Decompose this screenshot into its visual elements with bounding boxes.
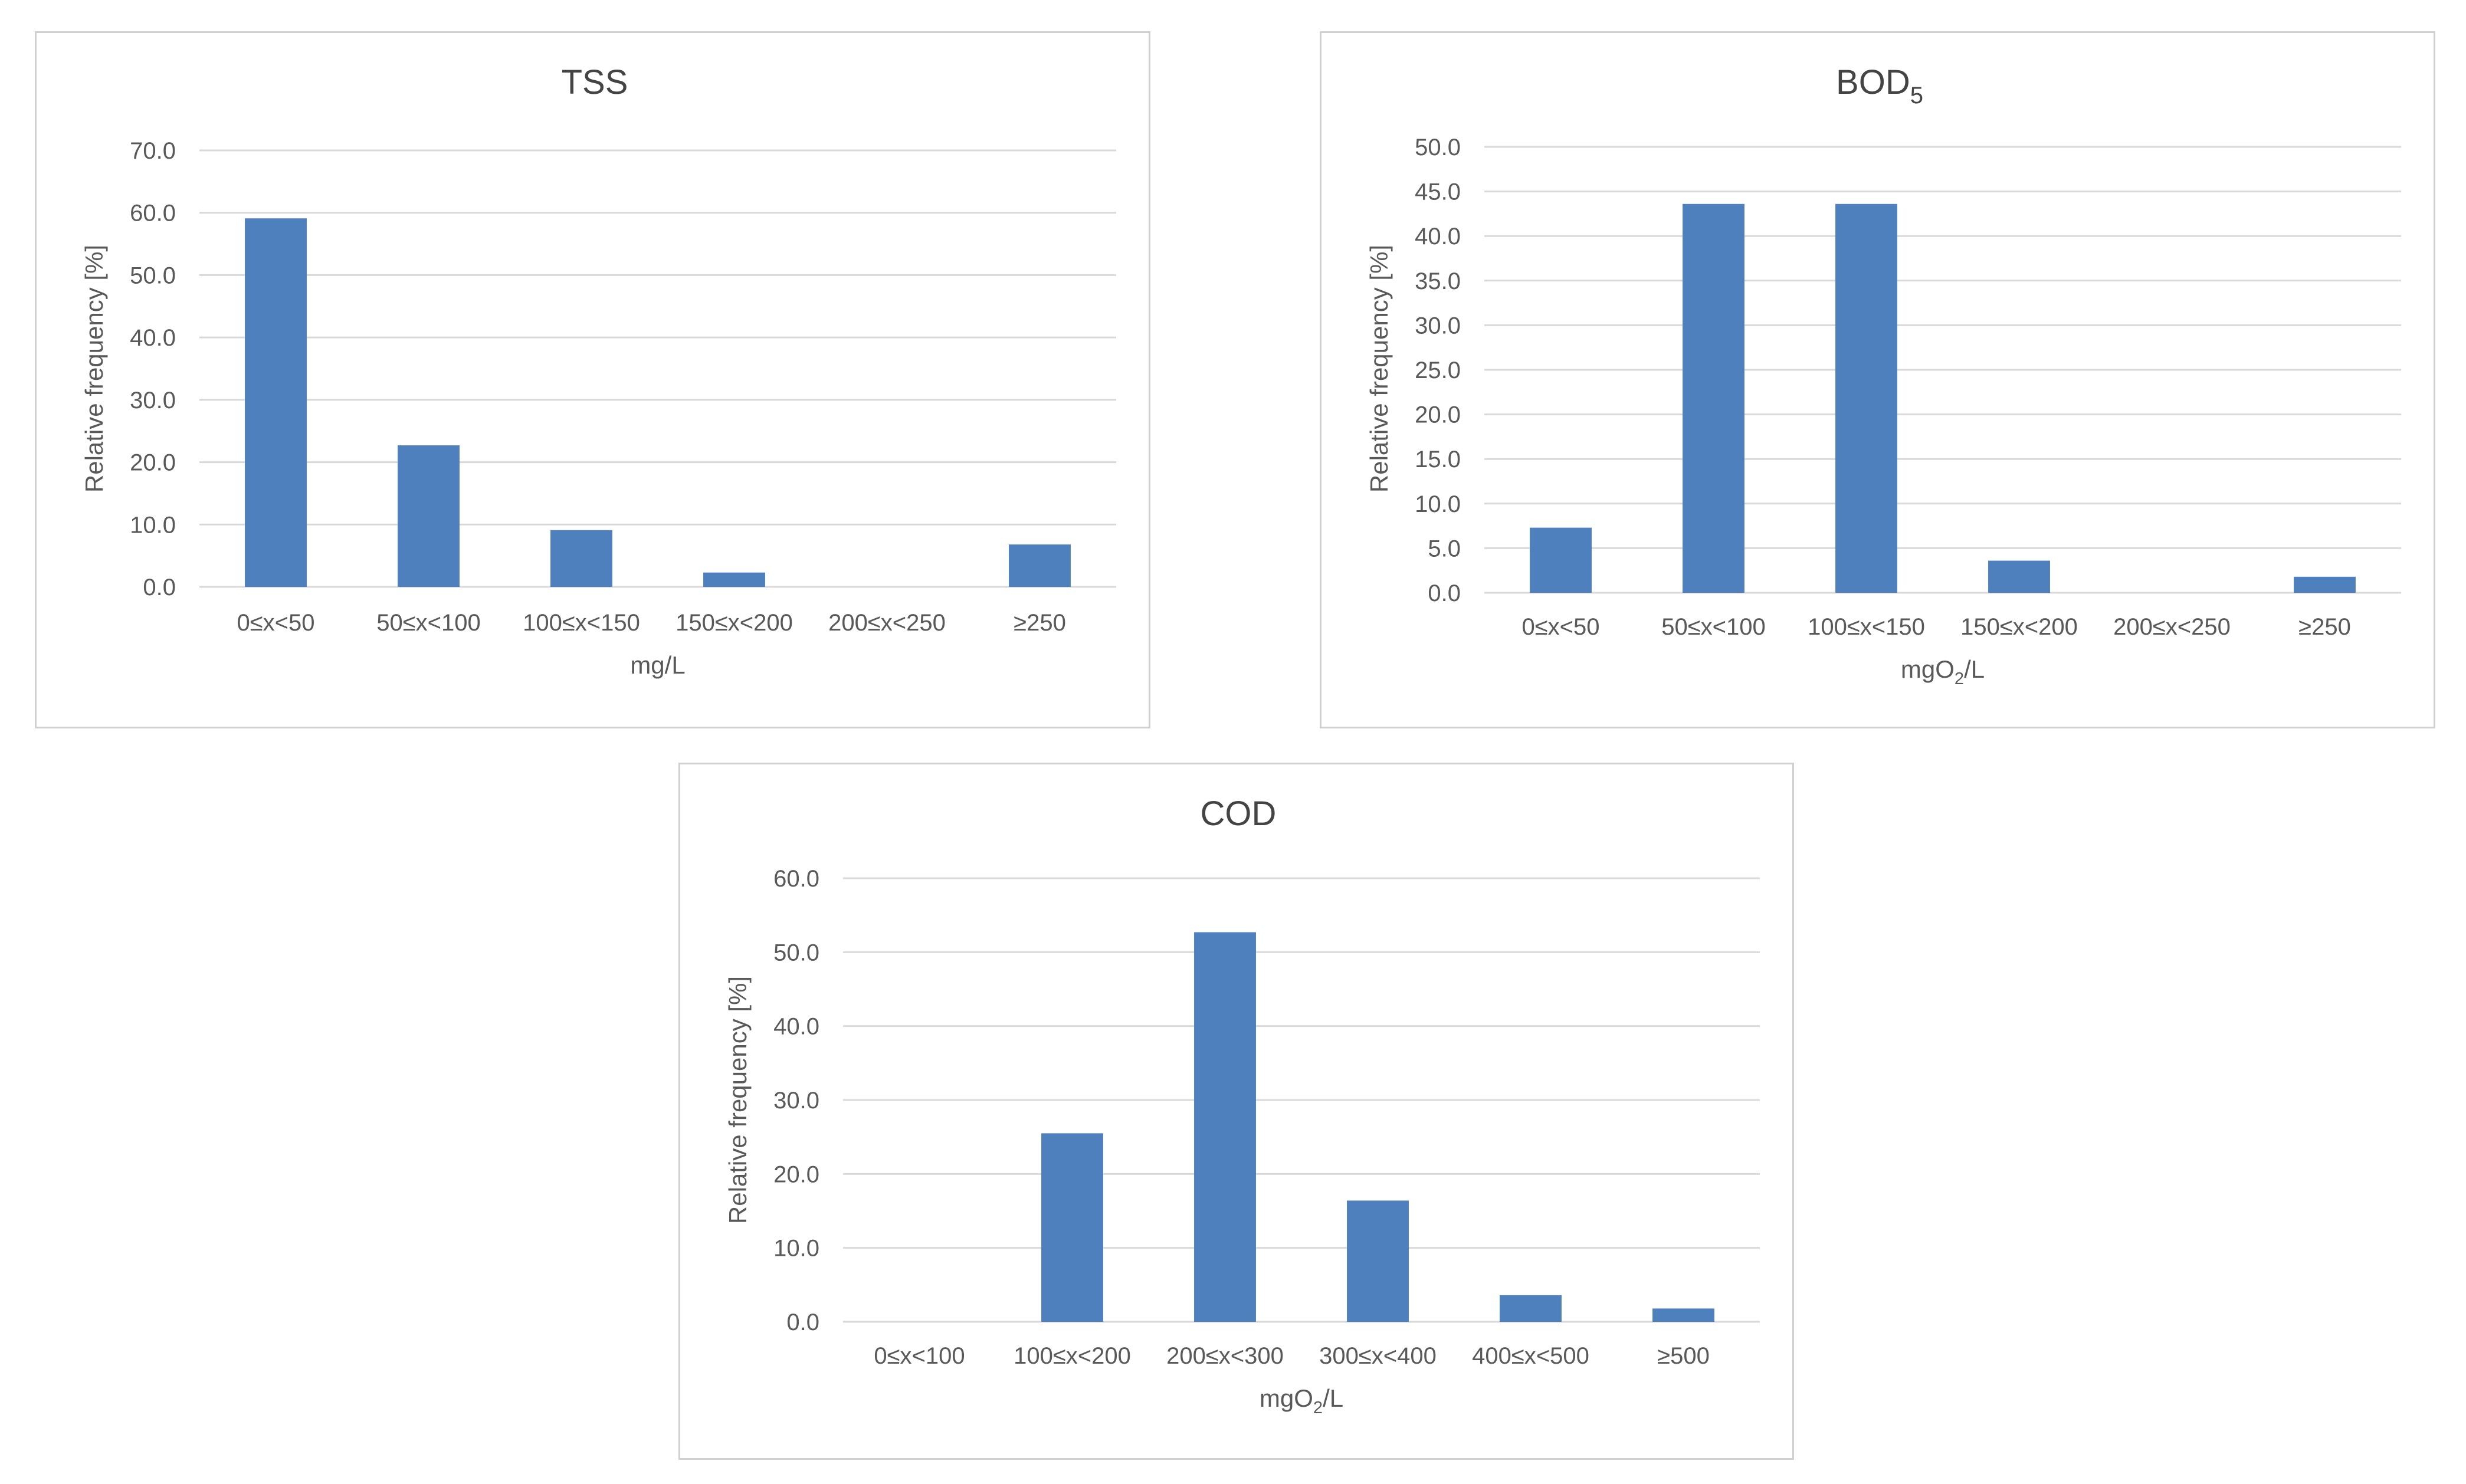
cod-y-tick-label: 20.0 (773, 1161, 819, 1187)
cod-y-tick-label: 40.0 (773, 1014, 819, 1040)
tss-chart-svg: TSS 0.0 10.0 20.0 30.0 40.0 50.0 60.0 70.0 0≤x<50… (80, 63, 1116, 679)
tss-category-label: ≥250 (1014, 610, 1066, 636)
cod-bar (1500, 1295, 1562, 1322)
bod5-category-label: 50≤x<100 (1661, 614, 1766, 640)
bod5-chart-title: BOD5 (1836, 63, 1923, 109)
bod5-category-label: 0≤x<50 (1521, 614, 1599, 640)
bod5-y-tick-label: 50.0 (1415, 134, 1461, 160)
tss-chart-title: TSS (562, 63, 628, 101)
bod5-y-tick-label: 15.0 (1415, 446, 1461, 472)
tss-category-label: 50≤x<100 (376, 610, 481, 636)
cod-category-label: 400≤x<500 (1472, 1343, 1589, 1369)
bod5-chart-svg: BOD5 0.0 5.0 10.0 15.0 20.0 25.0 30.0 35.0 40.0 45… (1365, 63, 2401, 688)
cod-category-label: ≥500 (1657, 1343, 1710, 1369)
bod5-category-label: ≥250 (2298, 614, 2351, 640)
tss-bar (1009, 544, 1071, 587)
tss-bar (550, 530, 612, 587)
cod-chart-title: COD (1201, 794, 1277, 833)
cod-x-axis-label: mgO2/L (1260, 1384, 1343, 1417)
tss-y-tick-label: 20.0 (130, 450, 176, 476)
bod5-y-tick-label: 30.0 (1415, 313, 1461, 339)
tss-bar (398, 445, 460, 587)
bod5-y-tick-label: 40.0 (1415, 224, 1461, 249)
bod5-category-label: 100≤x<150 (1808, 614, 1925, 640)
bod5-y-axis-label: Relative frequency [%] (1365, 245, 1393, 493)
cod-category-label: 0≤x<100 (874, 1343, 965, 1369)
bod5-bar (1835, 203, 1897, 593)
cod-bar (1347, 1200, 1409, 1322)
bod5-bar (2294, 576, 2356, 593)
bod5-y-tick-label: 25.0 (1415, 357, 1461, 383)
bod5-bar (1530, 527, 1592, 593)
tss-category-label: 100≤x<150 (523, 610, 640, 636)
bod5-bar (1988, 560, 2050, 593)
tss-y-tick-label: 30.0 (130, 388, 176, 413)
cod-category-label: 300≤x<400 (1319, 1343, 1437, 1369)
tss-y-tick-label: 10.0 (130, 512, 176, 538)
cod-chart-svg: COD 0.0 10.0 20.0 30.0 40.0 50.0 60.0 0≤x<100 100… (724, 794, 1760, 1417)
bod5-x-axis-label: mgO2/L (1901, 655, 1985, 688)
tss-bar (703, 572, 765, 587)
cod-chart-panel: COD 0.0 10.0 20.0 30.0 40.0 50.0 60.0 0≤x<100 100… (678, 763, 1794, 1460)
cod-y-tick-label: 10.0 (773, 1236, 819, 1262)
tss-bar (245, 218, 307, 587)
tss-y-tick-label: 70.0 (130, 138, 176, 164)
cod-y-tick-label: 50.0 (773, 940, 819, 966)
bod5-y-tick-label: 5.0 (1428, 536, 1461, 562)
cod-y-tick-label: 60.0 (773, 866, 819, 892)
bod5-y-tick-label: 0.0 (1428, 580, 1461, 606)
bod5-y-tick-label: 20.0 (1415, 402, 1461, 428)
tss-x-axis-label: mg/L (630, 651, 685, 679)
cod-bar (1652, 1308, 1714, 1322)
tss-y-tick-label: 0.0 (143, 574, 176, 600)
cod-bar (1194, 932, 1256, 1322)
bod5-chart-panel: BOD5 0.0 5.0 10.0 15.0 20.0 25.0 30.0 35.0 40.0 45… (1320, 31, 2435, 728)
tss-category-label: 150≤x<200 (675, 610, 793, 636)
bod5-y-tick-label: 10.0 (1415, 491, 1461, 517)
bod5-y-tick-label: 35.0 (1415, 268, 1461, 294)
tss-y-tick-label: 40.0 (130, 325, 176, 351)
cod-bar (1041, 1133, 1103, 1322)
tss-y-tick-label: 60.0 (130, 201, 176, 226)
tss-chart-panel: TSS 0.0 10.0 20.0 30.0 40.0 50.0 60.0 70.0 0≤x<50… (35, 31, 1150, 728)
tss-y-axis-label: Relative frequency [%] (80, 245, 108, 493)
cod-y-tick-label: 0.0 (786, 1309, 819, 1335)
cod-y-tick-label: 30.0 (773, 1088, 819, 1114)
tss-category-label: 200≤x<250 (828, 610, 946, 636)
bod5-category-label: 150≤x<200 (1960, 614, 2078, 640)
cod-category-label: 100≤x<200 (1014, 1343, 1131, 1369)
tss-category-label: 0≤x<50 (237, 610, 314, 636)
bod5-y-tick-label: 45.0 (1415, 179, 1461, 205)
cod-y-axis-label: Relative frequency [%] (724, 976, 752, 1224)
tss-y-tick-label: 50.0 (130, 262, 176, 288)
bod5-bar (1683, 203, 1744, 593)
cod-category-label: 200≤x<300 (1166, 1343, 1284, 1369)
bod5-category-label: 200≤x<250 (2113, 614, 2231, 640)
